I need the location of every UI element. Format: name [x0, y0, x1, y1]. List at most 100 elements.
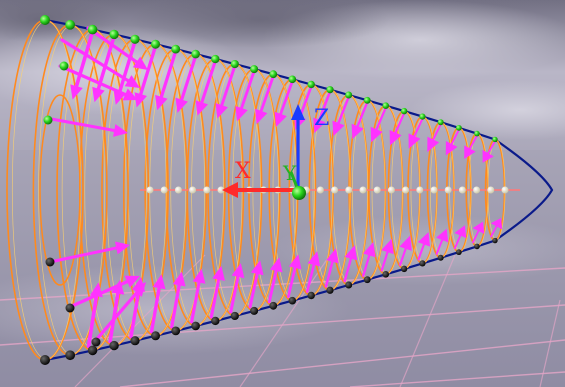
vector-arrow [274, 79, 294, 128]
z-axis-arrowhead [291, 104, 305, 120]
vector-arrow [229, 263, 245, 314]
vector-arrow [435, 228, 449, 255]
surface-point [474, 130, 480, 137]
vector-arrow [215, 64, 237, 119]
surface-point [492, 136, 498, 143]
surface-point [345, 281, 353, 289]
vector-arrow [408, 117, 424, 149]
surface-point [59, 61, 69, 71]
axis-point [174, 186, 182, 194]
surface-point [87, 345, 98, 356]
grid-line [349, 371, 565, 387]
vector-arrow [195, 59, 217, 116]
surface-point [43, 115, 53, 125]
surface-point [363, 276, 371, 284]
vector-arrow [235, 69, 256, 122]
grid-line [539, 299, 561, 387]
vector-arrow [464, 134, 478, 160]
axis-point [345, 186, 353, 194]
surface-point [455, 124, 462, 131]
axis-point [501, 186, 509, 194]
vector-arrow [482, 140, 496, 163]
axis-point [416, 186, 424, 194]
vector-arrow [190, 268, 206, 324]
surface-point [363, 96, 371, 104]
vector-arrow [286, 254, 302, 299]
surface-point [419, 260, 426, 267]
surface-point [191, 321, 200, 331]
vector-arrow [351, 101, 369, 140]
cone-outline [44, 18, 554, 362]
surface-point [474, 243, 480, 250]
surface-point [40, 355, 50, 365]
vector-arrow [445, 128, 460, 156]
surface-point [91, 337, 101, 347]
vector-arrow [48, 241, 130, 264]
y-axis-label: Y [282, 161, 297, 185]
axis-point [402, 186, 410, 194]
vector-arrow [472, 221, 485, 244]
x-axis-arrowhead [222, 182, 238, 198]
surface-point [382, 271, 390, 278]
surface-point [130, 34, 140, 44]
vector-arrow [248, 260, 264, 309]
axis-point [160, 186, 168, 194]
surface-point [400, 265, 408, 273]
surface-point [151, 331, 161, 341]
axis-point [387, 186, 395, 194]
axis-point [430, 186, 438, 194]
origin-point [292, 186, 306, 200]
axis-point [217, 186, 225, 194]
surface-point [109, 29, 119, 40]
surface-point [109, 340, 119, 351]
x-axis-label: X [235, 159, 251, 184]
vector-arrow [86, 26, 148, 70]
vector-arrow [94, 282, 146, 342]
vector-arrow [305, 251, 321, 293]
vector-arrow [155, 49, 178, 111]
grid-line [399, 254, 456, 387]
axis-point [189, 186, 197, 194]
z-axis-label: Z [314, 106, 329, 131]
vector-arrow [267, 257, 283, 304]
vector-arrow [60, 38, 140, 88]
coordinate-axes: X Z Y [140, 104, 520, 200]
surface-point [87, 24, 98, 35]
surface-point [288, 75, 297, 84]
vector-arrow [70, 275, 140, 308]
axis-point [444, 186, 452, 194]
surface-point [269, 301, 278, 310]
axis-point [331, 186, 339, 194]
surface-point [492, 237, 498, 244]
surface-point [65, 19, 76, 30]
vector-arrow [399, 235, 412, 266]
vector-arrow [417, 232, 431, 261]
surface-point [288, 296, 297, 305]
surface-point [400, 107, 408, 115]
vector-arrow [427, 123, 442, 153]
surface-point [307, 291, 315, 300]
vector-arrow [324, 248, 339, 288]
surface-point [437, 254, 444, 261]
surface-point [419, 113, 426, 120]
vector-arrow [175, 54, 198, 113]
surface-point [130, 336, 140, 346]
surface-point [230, 59, 239, 69]
surface-point [326, 286, 334, 294]
surface-point [191, 49, 200, 59]
surface-point [171, 44, 181, 54]
surface-point [65, 350, 76, 361]
axis-point [316, 186, 324, 194]
axis-point [359, 186, 367, 194]
axis-point [373, 186, 381, 194]
vector-arrow [453, 225, 467, 250]
grid-line [239, 254, 331, 387]
surface-point [269, 70, 278, 79]
vector-arrow [490, 217, 503, 238]
surface-point [211, 316, 220, 326]
surface-point [382, 102, 390, 109]
vector-arrow [209, 265, 226, 319]
vector-arrow [134, 44, 158, 108]
